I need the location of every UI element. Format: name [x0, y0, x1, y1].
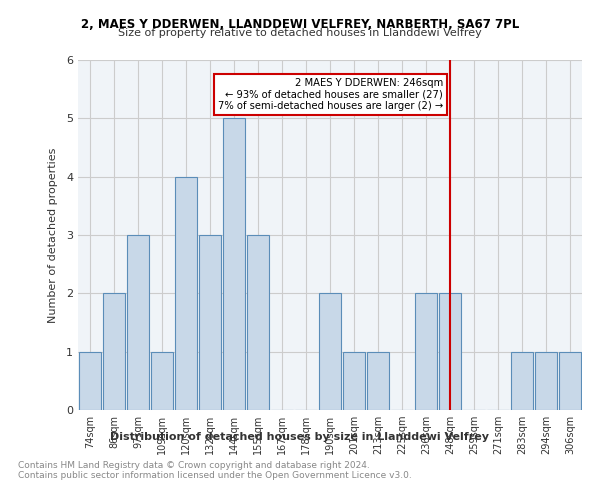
Bar	[535, 352, 557, 410]
Bar	[511, 352, 533, 410]
Bar	[439, 294, 461, 410]
Bar	[127, 235, 149, 410]
Y-axis label: Number of detached properties: Number of detached properties	[47, 148, 58, 322]
Bar	[151, 352, 173, 410]
Bar	[103, 294, 125, 410]
Text: Distribution of detached houses by size in Llanddewi Velfrey: Distribution of detached houses by size …	[110, 432, 490, 442]
Text: Contains HM Land Registry data © Crown copyright and database right 2024.
Contai: Contains HM Land Registry data © Crown c…	[18, 460, 412, 480]
Bar	[199, 235, 221, 410]
Bar	[79, 352, 101, 410]
Text: 2 MAES Y DDERWEN: 246sqm
← 93% of detached houses are smaller (27)
7% of semi-de: 2 MAES Y DDERWEN: 246sqm ← 93% of detach…	[218, 78, 443, 110]
Bar	[175, 176, 197, 410]
Bar	[223, 118, 245, 410]
Bar	[247, 235, 269, 410]
Bar	[343, 352, 365, 410]
Bar	[415, 294, 437, 410]
Bar	[319, 294, 341, 410]
Bar	[559, 352, 581, 410]
Text: 2, MAES Y DDERWEN, LLANDDEWI VELFREY, NARBERTH, SA67 7PL: 2, MAES Y DDERWEN, LLANDDEWI VELFREY, NA…	[81, 18, 519, 30]
Bar	[367, 352, 389, 410]
Text: Size of property relative to detached houses in Llanddewi Velfrey: Size of property relative to detached ho…	[118, 28, 482, 38]
